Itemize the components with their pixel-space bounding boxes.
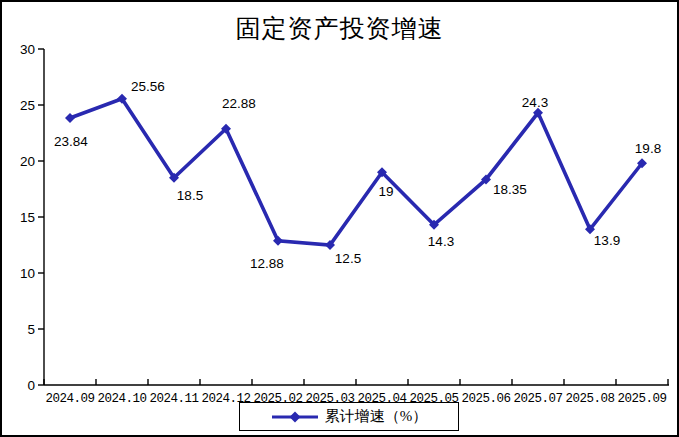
data-point-label: 19.8 — [635, 141, 661, 156]
x-tick-label: 2025.08 — [565, 392, 614, 406]
data-point-label: 12.88 — [250, 256, 284, 271]
y-tick-label: 15 — [20, 210, 35, 225]
data-point-label: 14.3 — [428, 234, 454, 249]
data-point-label: 25.56 — [131, 79, 165, 94]
data-point-label: 19 — [378, 184, 393, 199]
line-chart: 0510152025302024.092024.102024.112024.12… — [2, 2, 679, 437]
data-point-label: 13.9 — [594, 233, 620, 248]
series-line — [70, 99, 642, 245]
chart-window: 固定资产投资增速 0510152025302024.092024.102024.… — [0, 0, 679, 437]
x-tick-label: 2025.09 — [617, 392, 666, 406]
legend-series-marker-icon — [271, 411, 319, 423]
data-point-label: 12.5 — [335, 251, 361, 266]
x-tick-label: 2025.07 — [513, 392, 562, 406]
x-tick-label: 2024.09 — [45, 392, 94, 406]
data-point-label: 22.88 — [222, 96, 256, 111]
y-tick-label: 10 — [20, 266, 35, 281]
x-tick-label: 2025.06 — [461, 392, 510, 406]
y-tick-label: 20 — [20, 154, 35, 169]
y-tick-label: 30 — [20, 42, 35, 57]
x-tick-label: 2024.10 — [97, 392, 146, 406]
data-point-label: 23.84 — [54, 134, 88, 149]
y-tick-label: 25 — [20, 98, 35, 113]
y-tick-label: 0 — [27, 378, 35, 393]
legend: 累计增速（%） — [239, 402, 459, 431]
data-point-label: 18.5 — [177, 188, 203, 203]
y-tick-label: 5 — [27, 322, 35, 337]
legend-series-label: 累计增速（%） — [325, 407, 428, 426]
data-point-label: 18.35 — [493, 182, 527, 197]
data-point-label: 24.3 — [522, 95, 548, 110]
data-point-marker — [65, 113, 75, 123]
x-tick-label: 2024.11 — [149, 392, 198, 406]
